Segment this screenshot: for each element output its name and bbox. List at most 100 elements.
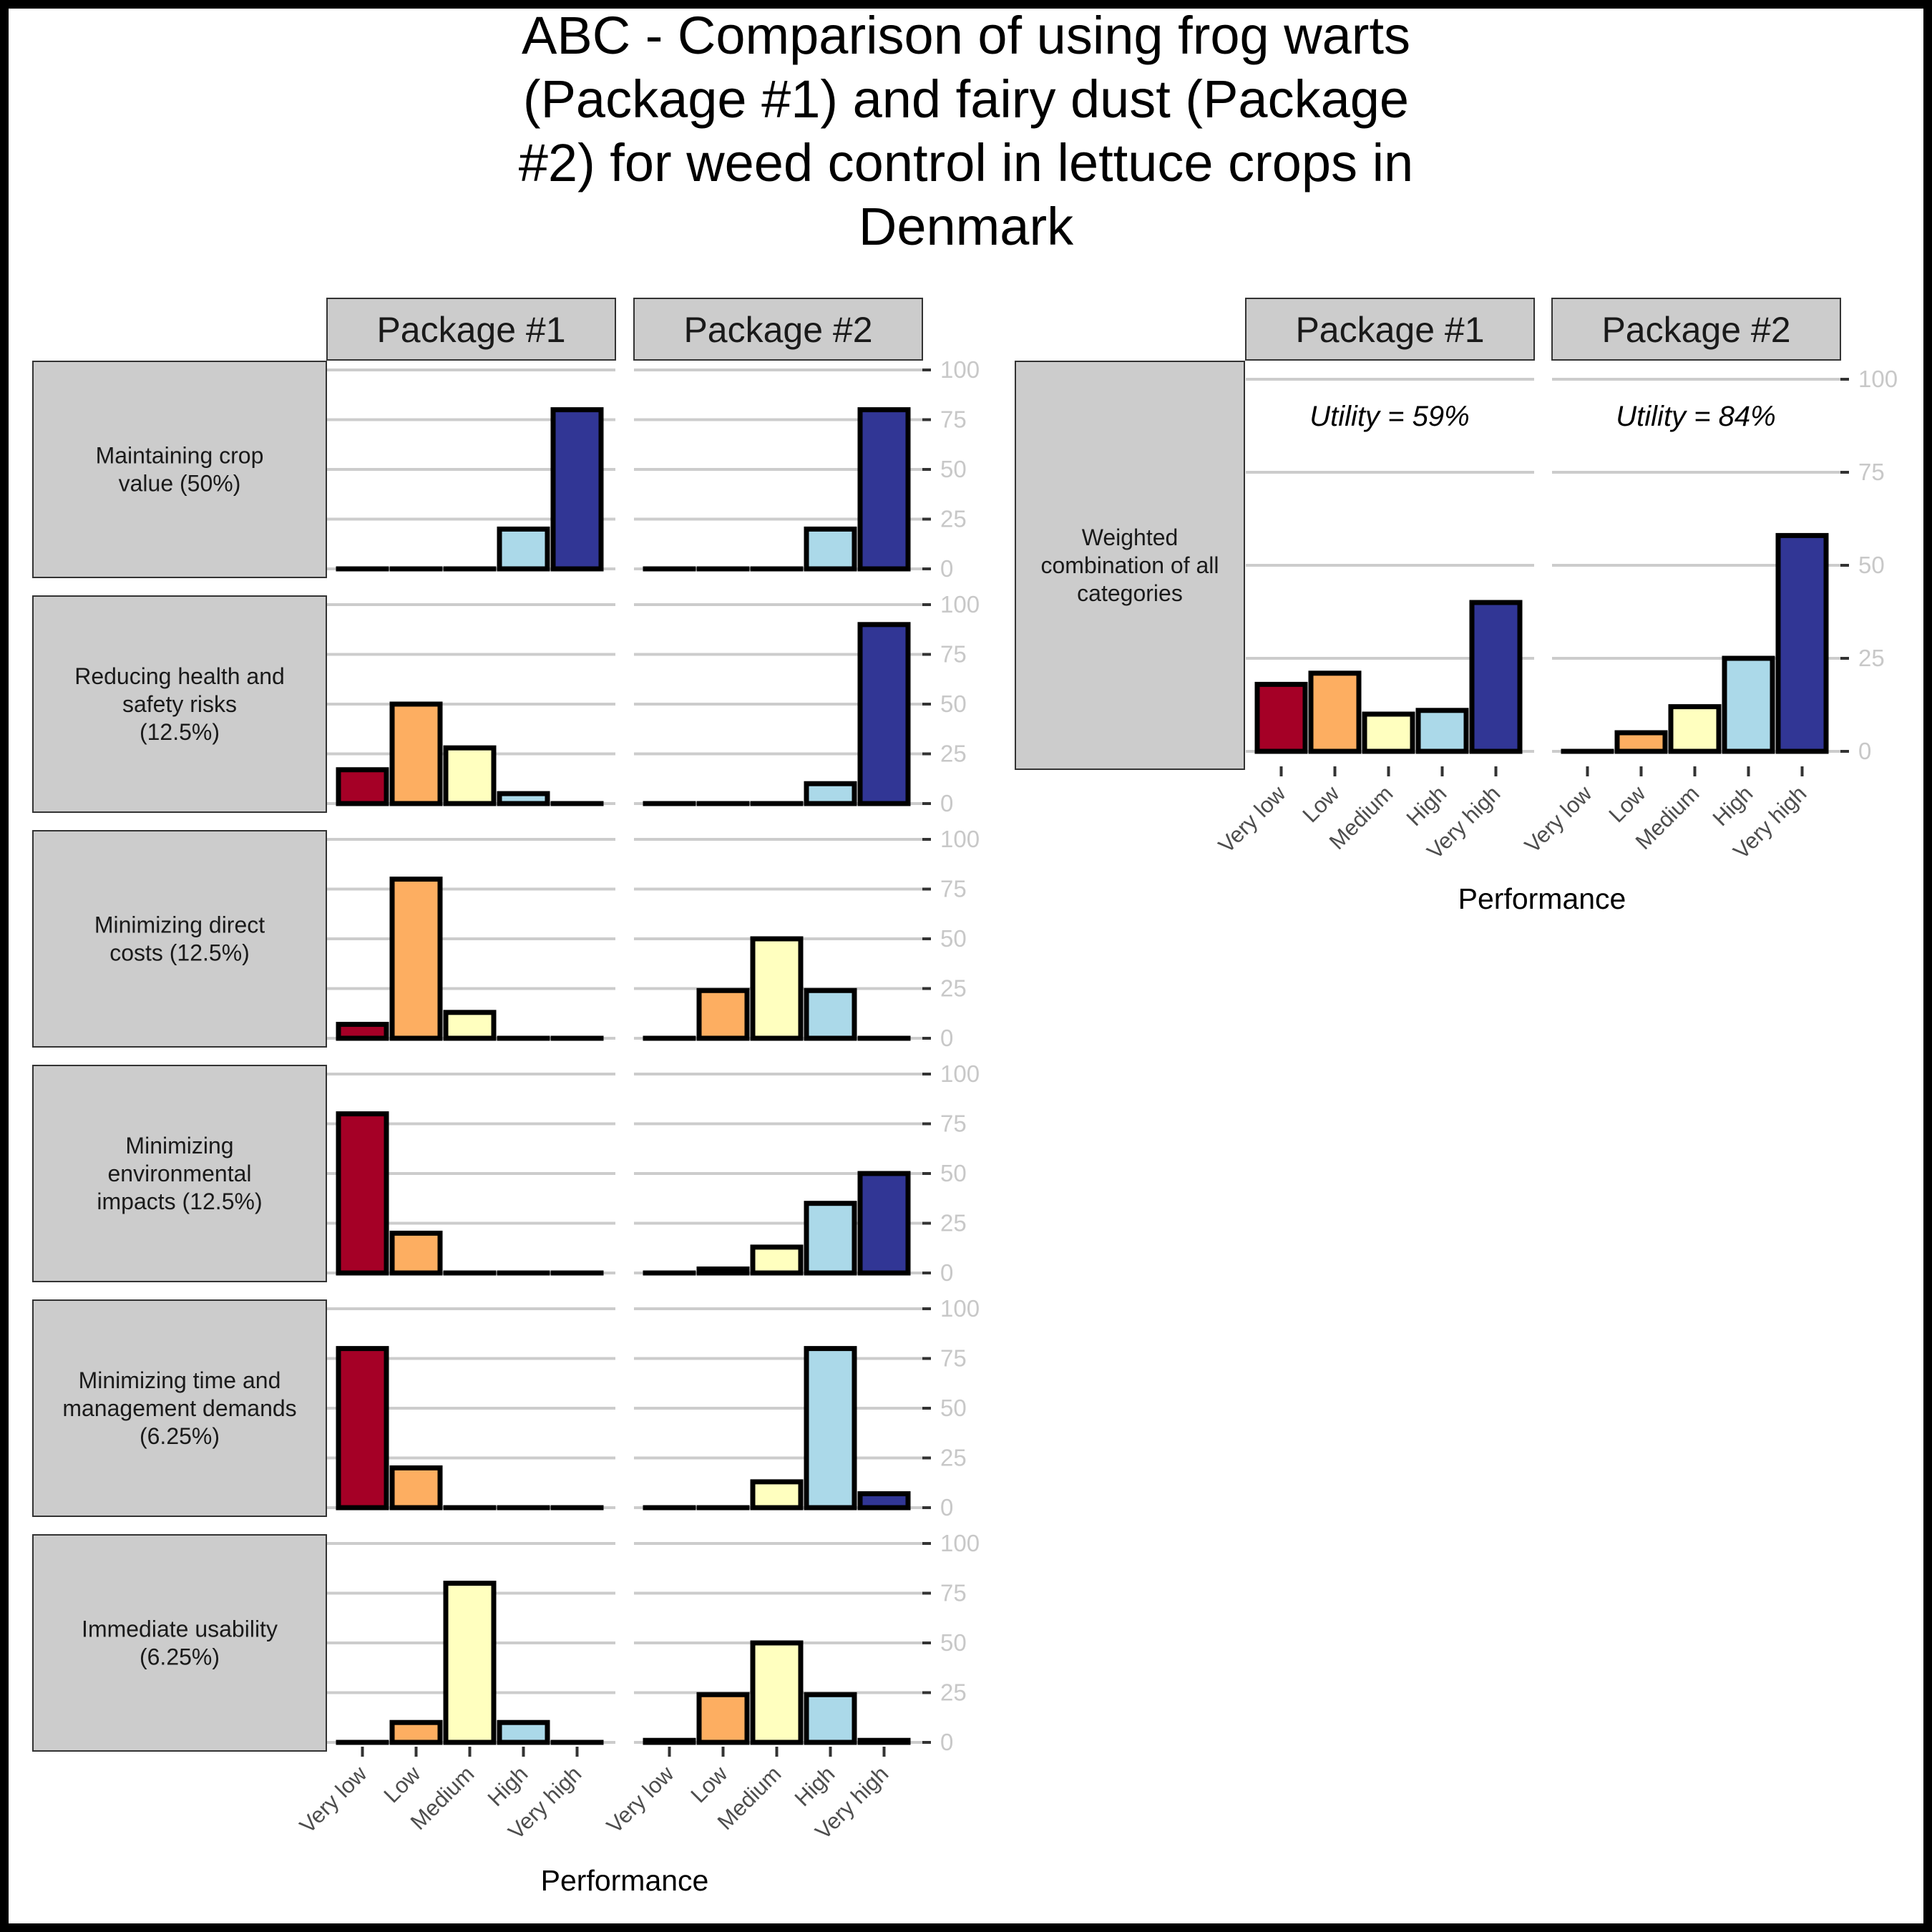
strip-package-1: Package #1 xyxy=(326,298,616,361)
panel-package-2 xyxy=(634,603,922,806)
bar-low xyxy=(389,1719,443,1745)
y-tick-label-50: 50 xyxy=(940,456,967,482)
row-label-line-2: (6.25%) xyxy=(140,1644,220,1670)
y-tick-label-75: 75 xyxy=(940,1345,967,1372)
y-tick-label-50: 50 xyxy=(940,1395,967,1421)
x-axis-title: Performance xyxy=(541,1864,709,1897)
panel-package-2 xyxy=(634,838,922,1041)
strip-box xyxy=(1245,298,1535,361)
y-axis: 0 25 50 75 100 xyxy=(922,1060,980,1286)
y-tick-label-0: 0 xyxy=(940,1729,953,1755)
row-label-line-1: Reducing health and xyxy=(74,663,285,689)
bar-low xyxy=(389,1230,443,1276)
y-tick-label-25: 25 xyxy=(940,1679,967,1706)
utility-label: Utility = 84% xyxy=(1616,401,1775,432)
criterion-row-4: Minimizing environmental impacts (12.5%) 0 2… xyxy=(32,1060,980,1286)
title-line-1: ABC - Comparison of using frog warts xyxy=(522,6,1410,65)
row-label-line-1: Weighted xyxy=(1082,525,1179,550)
bar-very-low xyxy=(336,1111,389,1276)
bar-high xyxy=(1722,655,1775,754)
row-label-line-1: Immediate usability xyxy=(82,1616,278,1642)
y-tick-label-0: 0 xyxy=(940,790,953,816)
bar-very-high xyxy=(1469,600,1523,754)
row-label-box xyxy=(32,361,327,578)
y-tick-label-50: 50 xyxy=(940,1629,967,1656)
y-tick-label-50: 50 xyxy=(1858,552,1885,578)
bar-high xyxy=(804,526,857,572)
bar-high xyxy=(804,1346,857,1511)
bar-low xyxy=(696,1692,750,1745)
panel-package-1 xyxy=(327,1542,615,1745)
bar-medium xyxy=(443,1010,497,1041)
y-tick-label-25: 25 xyxy=(940,506,967,532)
strip-label: Package #2 xyxy=(1601,310,1790,350)
y-tick-label-100: 100 xyxy=(940,1295,980,1322)
panel-package-1 xyxy=(327,838,615,1041)
strip-label: Package #2 xyxy=(683,310,872,350)
y-tick-label-25: 25 xyxy=(940,1445,967,1471)
weighted-panel-package-1: Utility = 59% xyxy=(1246,378,1534,754)
criterion-row-6: Immediate usability(6.25%) 0 25 50 75 100 xyxy=(32,1530,980,1755)
bar-medium xyxy=(1362,711,1415,754)
row-label-box xyxy=(32,1534,327,1752)
y-tick-label-0: 0 xyxy=(940,1494,953,1521)
row-label-line-3: (6.25%) xyxy=(140,1423,220,1449)
weighted-panel-package-2: Utility = 84% xyxy=(1552,378,1840,754)
title-line-3: #2) for weed control in lettuce crops in xyxy=(519,133,1413,192)
utility-label: Utility = 59% xyxy=(1309,401,1469,432)
y-tick-label-50: 50 xyxy=(940,925,967,952)
y-tick-label-100: 100 xyxy=(1858,366,1898,392)
strip-box xyxy=(633,298,923,361)
row-label-line-1: Minimizing xyxy=(125,1133,233,1158)
y-tick-label-100: 100 xyxy=(940,1530,980,1556)
y-tick-label-100: 100 xyxy=(940,1060,980,1087)
row-label-line-1: Minimizing time and xyxy=(79,1367,281,1393)
bar-high xyxy=(804,987,857,1041)
bar-high xyxy=(497,1719,550,1745)
panel-package-2 xyxy=(634,369,922,572)
bar-medium xyxy=(750,1640,804,1745)
row-label-box xyxy=(1015,361,1245,770)
strip-box xyxy=(1551,298,1841,361)
bar-very-high xyxy=(857,1171,911,1276)
y-axis: 0 25 50 75 100 xyxy=(1840,366,1898,764)
y-tick-label-75: 75 xyxy=(1858,459,1885,485)
bar-very-high xyxy=(857,1737,911,1745)
strip-label: Package #1 xyxy=(376,310,565,350)
bar-high xyxy=(497,526,550,572)
row-label-line-3: impacts (12.5%) xyxy=(97,1189,262,1214)
panel-package-2 xyxy=(634,1307,922,1511)
row-label-line-1: Minimizing direct xyxy=(94,912,265,938)
criteria-facet-grid: Package #1 Package #2 Maintaining cropvalu… xyxy=(32,298,980,1897)
y-tick-label-50: 50 xyxy=(940,1160,967,1186)
strip-label: Package #1 xyxy=(1295,310,1484,350)
row-label-line-2: combination of all xyxy=(1040,552,1219,578)
y-tick-label-100: 100 xyxy=(940,826,980,852)
y-tick-label-75: 75 xyxy=(940,1580,967,1606)
row-label-box xyxy=(32,1299,327,1517)
bar-very-low xyxy=(336,1346,389,1511)
bar-low xyxy=(389,1465,443,1511)
row-label-line-2: management demands xyxy=(62,1395,296,1421)
x-axis-title: Performance xyxy=(1458,882,1626,915)
bar-medium xyxy=(443,1581,497,1745)
strip-package-1: Package #1 xyxy=(1245,298,1535,361)
y-axis: 0 25 50 75 100 xyxy=(922,356,980,582)
bar-very-low xyxy=(643,1737,696,1745)
row-label-box xyxy=(32,1065,327,1282)
y-tick-label-0: 0 xyxy=(940,1259,953,1286)
y-axis: 0 25 50 75 100 xyxy=(922,1530,980,1755)
bar-high xyxy=(804,1692,857,1745)
bar-low xyxy=(696,1266,750,1276)
bar-very-high xyxy=(857,622,911,806)
y-tick-label-25: 25 xyxy=(940,1210,967,1236)
panel-package-1 xyxy=(327,1307,615,1511)
y-tick-label-75: 75 xyxy=(940,876,967,902)
row-label-line-2: environmental xyxy=(108,1161,252,1186)
bar-high xyxy=(1415,708,1469,754)
